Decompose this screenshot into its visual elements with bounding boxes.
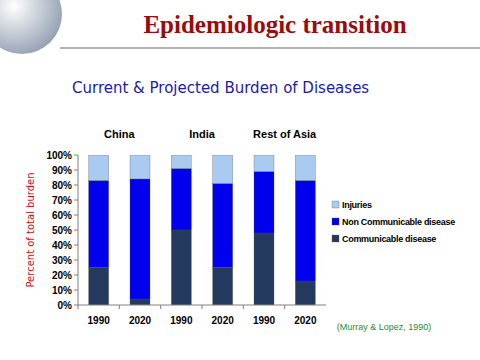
x-tick bbox=[78, 305, 79, 309]
x-tick bbox=[119, 305, 120, 309]
y-tick-label: 20% bbox=[52, 270, 72, 281]
legend-swatch bbox=[332, 201, 339, 208]
bar-segment bbox=[130, 299, 150, 305]
y-tick-label: 30% bbox=[52, 255, 72, 266]
y-tick-label: 50% bbox=[52, 225, 72, 236]
x-tick-label: 1990 bbox=[88, 315, 111, 326]
y-tick-label: 60% bbox=[52, 210, 72, 221]
x-tick-label: 1990 bbox=[253, 315, 276, 326]
bar-segment bbox=[171, 155, 191, 169]
y-tick bbox=[74, 275, 78, 276]
bars bbox=[89, 155, 316, 305]
x-tick-label: 1990 bbox=[170, 315, 193, 326]
x-tick-label: 2020 bbox=[294, 315, 317, 326]
bar-segment bbox=[89, 181, 109, 268]
bar-segment bbox=[254, 233, 274, 305]
y-tick-label: 100% bbox=[46, 150, 72, 161]
y-tick-label: 40% bbox=[52, 240, 72, 251]
y-tick bbox=[74, 170, 78, 171]
y-tick bbox=[74, 260, 78, 261]
chart-container: Epidemiologic transition Current & Projec… bbox=[0, 0, 480, 360]
y-tick-label: 80% bbox=[52, 180, 72, 191]
source: (Murray & Lopez, 1990) bbox=[337, 322, 432, 332]
bar-segment bbox=[171, 169, 191, 231]
y-axis bbox=[78, 155, 79, 305]
y-tick bbox=[74, 290, 78, 291]
x-tick bbox=[284, 305, 285, 309]
title: Epidemiologic transition bbox=[143, 11, 406, 38]
y-tick bbox=[74, 245, 78, 246]
bar-segment bbox=[295, 155, 315, 181]
title-rule bbox=[60, 47, 480, 49]
bar-segment bbox=[213, 268, 233, 306]
y-tick bbox=[74, 215, 78, 216]
y-tick bbox=[74, 200, 78, 201]
legend-swatch bbox=[332, 218, 339, 225]
legend-label: Non Communicable disease bbox=[342, 217, 455, 227]
globe-decoration bbox=[0, 0, 62, 54]
group-label: China bbox=[104, 128, 135, 140]
y-tick-label: 70% bbox=[52, 195, 72, 206]
group-label: Rest of Asia bbox=[253, 128, 317, 140]
bar-segment bbox=[130, 155, 150, 179]
y-tick-label: 90% bbox=[52, 165, 72, 176]
bar-segment bbox=[295, 281, 315, 305]
x-tick-label: 2020 bbox=[129, 315, 152, 326]
y-tick-label: 10% bbox=[52, 285, 72, 296]
y-tick-label: 0% bbox=[58, 300, 73, 311]
bar-segment bbox=[89, 268, 109, 306]
x-tick bbox=[202, 305, 203, 309]
legend-label: Communicable disease bbox=[342, 234, 436, 244]
x-tick bbox=[243, 305, 244, 309]
x-tick-label: 2020 bbox=[212, 315, 235, 326]
bar-segment bbox=[295, 181, 315, 282]
bar-segment bbox=[254, 155, 274, 172]
chart-svg: Epidemiologic transition Current & Projec… bbox=[0, 0, 480, 360]
bar-segment bbox=[254, 172, 274, 234]
bar-segment bbox=[130, 179, 150, 299]
legend-label: Injuries bbox=[342, 200, 372, 210]
group-label: India bbox=[189, 128, 216, 140]
bar-segment bbox=[213, 184, 233, 268]
y-tick bbox=[74, 185, 78, 186]
subtitle: Current & Projected Burden of Diseases bbox=[72, 79, 369, 97]
bar-segment bbox=[213, 155, 233, 184]
legend-swatch bbox=[332, 235, 339, 242]
bar-segment bbox=[171, 230, 191, 305]
x-tick bbox=[160, 305, 161, 309]
y-tick bbox=[74, 155, 78, 156]
bar-segment bbox=[89, 155, 109, 181]
y-axis-label: Percent of total burden bbox=[25, 172, 36, 287]
y-tick bbox=[74, 230, 78, 231]
y-tick bbox=[74, 305, 78, 306]
